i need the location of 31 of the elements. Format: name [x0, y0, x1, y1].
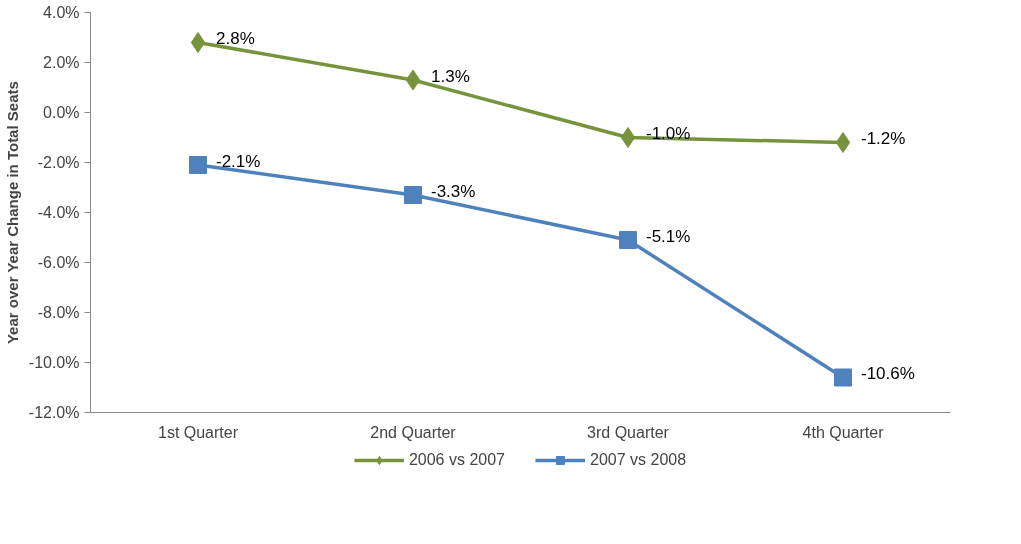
x-tick-label: 1st Quarter: [157, 423, 239, 441]
y-tick-label: -8.0%: [37, 304, 80, 321]
x-tick-label: 3rd Quarter: [587, 423, 670, 441]
legend-label: 2006 vs 2007: [408, 451, 505, 469]
y-tick-label: -4.0%: [37, 204, 80, 221]
point: [404, 186, 422, 204]
y-tick-label: -2.0%: [37, 154, 80, 171]
y-tick-label: -6.0%: [37, 254, 80, 271]
y-tick-label: -10.0%: [28, 354, 80, 371]
point: [189, 156, 207, 174]
data-label: 1.3%: [431, 66, 470, 86]
point: [834, 368, 852, 387]
y-tick-label: 0.0%: [43, 104, 80, 121]
data-label: -10.6%: [861, 364, 915, 383]
y-tick-label: -12.0%: [28, 404, 80, 421]
point: [620, 127, 636, 148]
x-tick-label: 2nd Quarter: [370, 423, 457, 441]
point: [619, 231, 637, 249]
legend-label: 2007 vs 2008: [590, 451, 687, 469]
x-tick-label: 4th Quarter: [802, 423, 885, 441]
y-tick-label: 2.0%: [43, 54, 80, 71]
data-label: 2.8%: [216, 29, 255, 48]
y-axis-title: Year over Year Change in Total Seats: [3, 81, 21, 345]
data-label: -3.3%: [431, 181, 476, 201]
point: [190, 32, 206, 53]
data-label: -1.2%: [861, 129, 906, 148]
point: [835, 132, 851, 153]
point: [405, 69, 421, 91]
data-label: -5.1%: [646, 226, 691, 246]
y-tick-label: 4.0%: [43, 4, 80, 21]
data-label: -2.1%: [216, 151, 261, 171]
